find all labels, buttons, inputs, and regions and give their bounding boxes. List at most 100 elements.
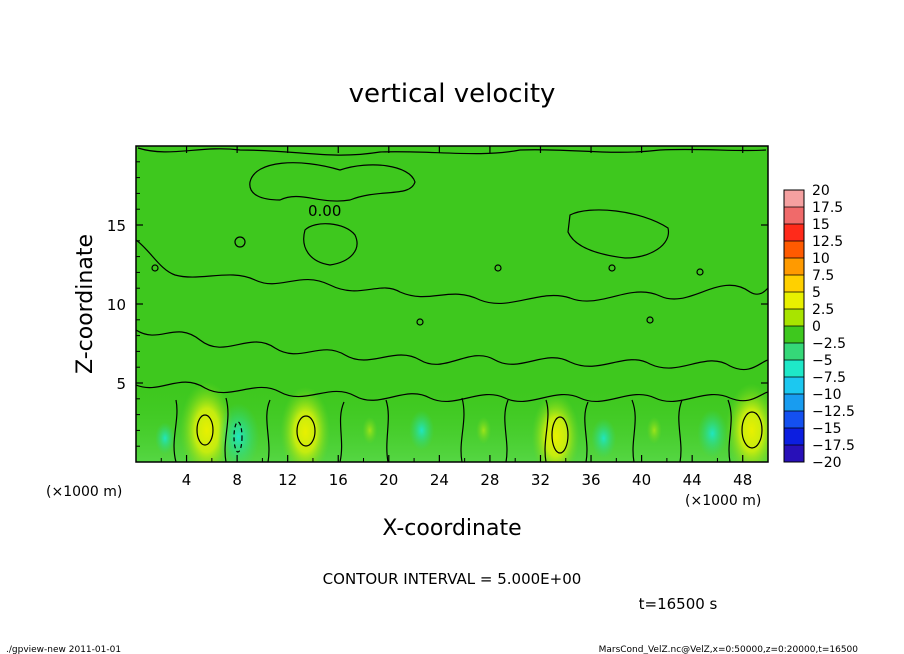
x-tick-label: 16 <box>329 471 348 489</box>
contour-hot-3 <box>551 416 569 454</box>
colorbar-cell <box>784 258 804 275</box>
colorbar-label: 15 <box>812 217 830 233</box>
footer-right: MarsCond_VelZ.nc@VelZ,x=0:50000,z=0:2000… <box>599 645 859 654</box>
contour-hot-1 <box>196 414 214 446</box>
colorbar-cell <box>784 326 804 343</box>
x-axis: 4 8 12 16 20 24 28 32 36 40 44 48 <box>160 146 752 489</box>
colorbar-label: −10 <box>812 387 842 403</box>
colorbar-label: 5 <box>812 285 821 301</box>
colorbar-cell <box>784 241 804 258</box>
colorbar-cell <box>784 377 804 394</box>
time-label: t=16500 s <box>639 595 718 613</box>
contour-col-12 <box>727 399 732 462</box>
colorbar-cell <box>784 445 804 462</box>
colorbar-cell <box>784 428 804 445</box>
contour-mid-blob-left <box>303 223 358 266</box>
hot-spot-4 <box>725 383 768 462</box>
colorbar-label: 12.5 <box>812 234 843 250</box>
y-tick-label: 10 <box>107 296 126 314</box>
contour-col-11 <box>678 399 683 462</box>
colorbar-cell <box>784 309 804 326</box>
colorbar-label: 2.5 <box>812 302 834 318</box>
x-tick-label: 24 <box>430 471 449 489</box>
cool-spot-2 <box>155 422 176 455</box>
contour-small-3 <box>494 264 502 272</box>
contour-lines <box>136 147 768 462</box>
colorbar-cell <box>784 190 804 207</box>
contour-cool-1 <box>233 421 243 453</box>
y-axis: 5 10 15 <box>107 161 768 447</box>
colorbar-label: −7.5 <box>812 370 846 386</box>
hot-spot-2 <box>280 386 331 462</box>
plot-area: 0.00 <box>135 145 769 463</box>
colorbar-cell <box>784 360 804 377</box>
colorbar-label: −12.5 <box>812 404 855 420</box>
colorbar: 2017.51512.5107.552.50−2.5−5−7.5−10−12.5… <box>783 183 855 471</box>
x-tick-label: 48 <box>733 471 752 489</box>
contour-mid-blob-right <box>567 209 670 259</box>
cool-spot-1 <box>217 403 260 462</box>
y-unit-label: (×1000 m) <box>46 484 122 500</box>
colorbar-label: −17.5 <box>812 438 855 454</box>
contour-band-bottom <box>136 381 768 403</box>
colorbar-cell <box>784 394 804 411</box>
y-tick-label: 5 <box>116 375 126 393</box>
contour-top-blob <box>249 162 416 202</box>
colorbar-cell <box>784 343 804 360</box>
contour-upper-region <box>137 147 767 156</box>
colorbar-label: 20 <box>812 183 830 199</box>
contour-col-5 <box>385 399 389 462</box>
x-tick-label: 40 <box>632 471 651 489</box>
colorbar-label: 0 <box>812 319 821 335</box>
y-tick-label: 15 <box>107 217 126 235</box>
cool-spot-5 <box>697 409 728 458</box>
chart-title: vertical velocity <box>349 79 556 109</box>
cool-spot-3 <box>409 410 435 451</box>
x-axis-label: X-coordinate <box>382 516 521 541</box>
contour-col-7 <box>504 399 509 462</box>
contour-col-2 <box>224 397 229 462</box>
footer-left: ./gpview-new 2011-01-01 <box>6 645 121 654</box>
contour-col-6 <box>460 397 465 462</box>
contour-col-4 <box>339 401 345 462</box>
contour-value-label: 0.00 <box>308 202 341 220</box>
contour-interval-label: CONTOUR INTERVAL = 5.000E+00 <box>323 570 582 588</box>
colorbar-cell <box>784 207 804 224</box>
hot-spot-3 <box>531 393 580 462</box>
x-tick-label: 20 <box>379 471 398 489</box>
contour-hot-4 <box>741 411 763 449</box>
x-tick-label: 12 <box>278 471 297 489</box>
colorbar-label: −2.5 <box>812 336 846 352</box>
contour-col-1 <box>173 399 178 462</box>
colorbar-cell <box>784 275 804 292</box>
colorbar-cell <box>784 411 804 428</box>
y-axis-label: Z-coordinate <box>73 234 98 374</box>
colorbar-label: 17.5 <box>812 200 843 216</box>
x-tick-label: 28 <box>480 471 499 489</box>
cool-spot-4 <box>591 418 617 459</box>
contour-small-2 <box>151 264 159 272</box>
x-tick-label: 32 <box>531 471 550 489</box>
colorbar-cell <box>784 224 804 241</box>
hot-spot-6 <box>476 416 492 444</box>
x-tick-label: 36 <box>581 471 600 489</box>
colorbar-label: −5 <box>812 353 833 369</box>
colorbar-label: 7.5 <box>812 268 834 284</box>
hot-spot-5 <box>362 416 378 444</box>
contour-hot-2 <box>296 415 316 447</box>
contour-small-1 <box>234 236 246 248</box>
contour-band-upper <box>136 239 768 304</box>
x-unit-label: (×1000 m) <box>685 493 761 509</box>
colorbar-label: −15 <box>812 421 842 437</box>
contour-band-lower <box>136 329 768 371</box>
contour-small-5 <box>696 268 704 276</box>
contour-col-8 <box>544 399 549 462</box>
contour-col-9 <box>584 401 589 462</box>
hot-spot-7 <box>646 416 662 444</box>
x-tick-label: 8 <box>232 471 242 489</box>
contour-col-10 <box>631 399 636 462</box>
x-tick-label: 44 <box>683 471 702 489</box>
contour-small-7 <box>646 316 654 324</box>
contour-small-4 <box>608 264 616 272</box>
